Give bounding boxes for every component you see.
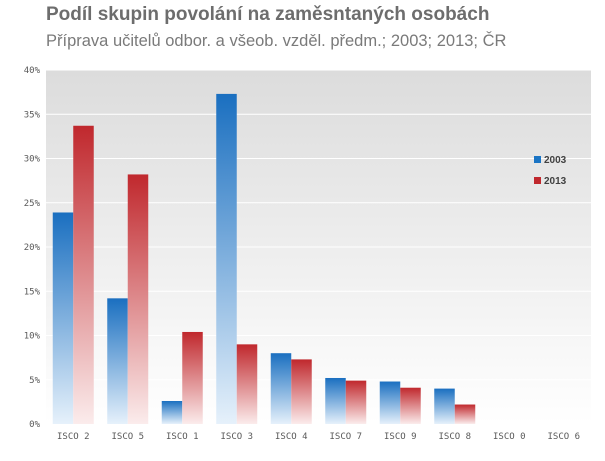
x-tick-label: ISCO 7 bbox=[329, 432, 362, 442]
legend-label: 2013 bbox=[544, 176, 567, 187]
bar-2003-isco-8 bbox=[434, 388, 455, 424]
bar-2003-isco-7 bbox=[325, 377, 346, 424]
x-tick-label: ISCO 4 bbox=[275, 432, 308, 442]
legend: 2003 2013 bbox=[534, 155, 567, 187]
x-tick-label: ISCO 2 bbox=[57, 432, 90, 442]
chart-title: Podíl skupin povolání na zaměsntaných os… bbox=[46, 4, 490, 25]
y-tick-label: 35% bbox=[24, 110, 41, 120]
bar-2003-isco-4 bbox=[270, 353, 292, 424]
bar-2013-isco-4 bbox=[291, 359, 312, 424]
y-tick-label: 20% bbox=[24, 243, 41, 253]
bar-2013-isco-8 bbox=[454, 404, 476, 424]
y-tick-label: 0% bbox=[29, 420, 40, 430]
x-tick-label: ISCO 0 bbox=[493, 432, 526, 442]
legend-swatch bbox=[534, 177, 541, 184]
y-tick-label: 10% bbox=[24, 332, 41, 342]
bar-2013-isco-7 bbox=[345, 380, 367, 424]
y-tick-label: 5% bbox=[29, 376, 40, 386]
bar-2003-isco-9 bbox=[379, 381, 401, 424]
y-tick-label: 15% bbox=[24, 287, 41, 297]
y-axis: 0% 5% 10% 15% 20% 25% 30% 35% 40% bbox=[24, 66, 41, 430]
x-tick-label: ISCO 5 bbox=[111, 432, 144, 442]
x-tick-label: ISCO 6 bbox=[547, 432, 580, 442]
bar-2013-isco-5 bbox=[127, 174, 149, 424]
bar-2013-isco-1 bbox=[182, 331, 203, 424]
x-axis: ISCO 2 ISCO 5 ISCO 1 ISCO 3 ISCO 4 ISCO 7 ISCO… bbox=[57, 432, 580, 442]
x-tick-label: ISCO 9 bbox=[384, 432, 417, 442]
y-tick-label: 30% bbox=[24, 155, 41, 165]
bar-2003-isco-1 bbox=[161, 400, 183, 424]
bar-2013-isco-3 bbox=[236, 344, 258, 424]
legend-label: 2003 bbox=[544, 155, 567, 166]
chart-subtitle: Příprava učitelů odbor. a všeob. vzděl. … bbox=[46, 32, 507, 50]
y-tick-label: 25% bbox=[24, 199, 41, 209]
bar-2003-isco-5 bbox=[107, 298, 128, 424]
bar-2003-isco-3 bbox=[216, 93, 237, 425]
bar-2013-isco-2 bbox=[73, 125, 94, 424]
x-tick-label: ISCO 3 bbox=[220, 432, 253, 442]
bar-2013-isco-9 bbox=[400, 387, 421, 424]
y-tick-label: 40% bbox=[24, 66, 41, 76]
bar-2003-isco-2 bbox=[52, 212, 74, 424]
x-tick-label: ISCO 1 bbox=[166, 432, 199, 442]
legend-swatch bbox=[534, 156, 541, 163]
x-tick-label: ISCO 8 bbox=[438, 432, 471, 442]
bars bbox=[52, 93, 476, 425]
